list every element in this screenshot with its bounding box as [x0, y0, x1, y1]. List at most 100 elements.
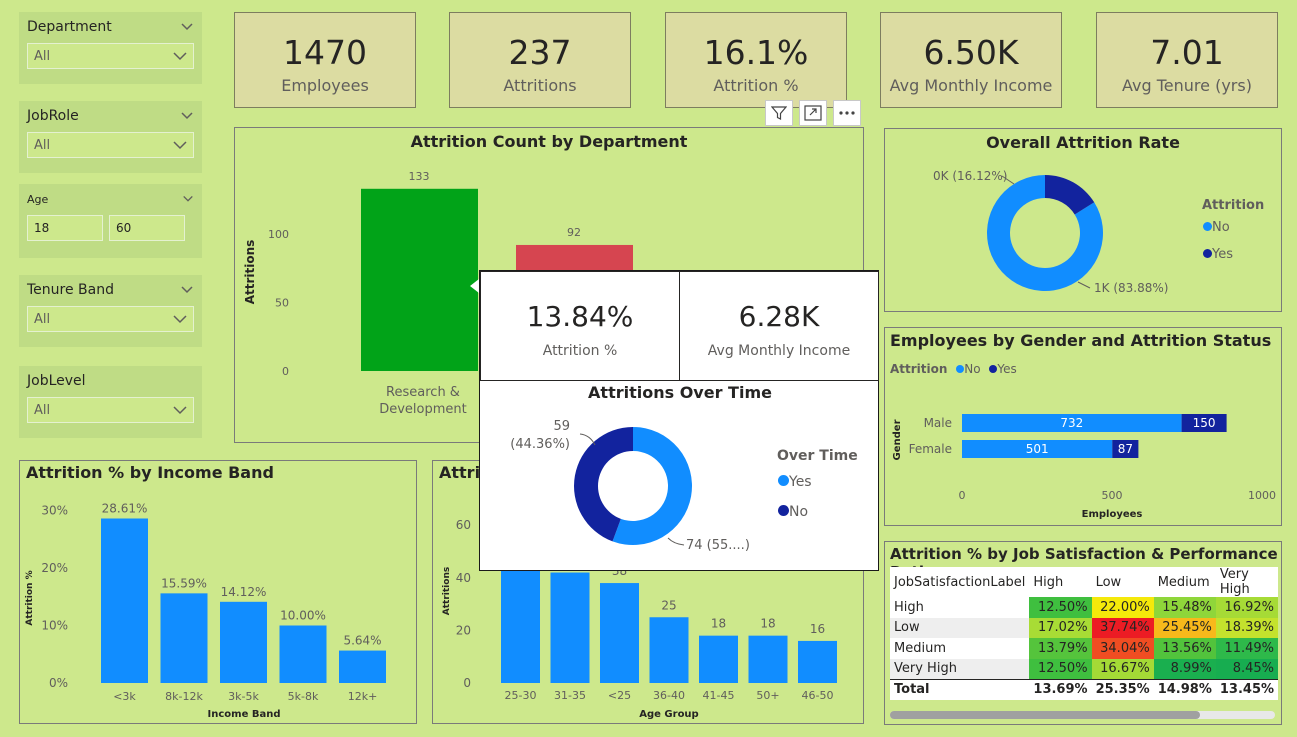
table-row[interactable]: Low 17.02% 37.74% 25.45% 18.39%	[890, 617, 1279, 639]
tenure-band-slicer[interactable]: Tenure Band All	[19, 275, 202, 347]
legend-label[interactable]: Yes	[997, 362, 1017, 376]
legend-dot	[778, 475, 789, 486]
x-tick-label: Research &	[386, 385, 460, 400]
leader-line	[1077, 281, 1091, 289]
kpi-value: 6.50K	[923, 33, 1019, 72]
table-cell: 25.45%	[1153, 617, 1216, 639]
card-value: 6.28K	[738, 300, 820, 333]
legend-label: Yes	[789, 474, 812, 490]
age-slicer-title: Age	[27, 192, 49, 206]
joblevel-dropdown[interactable]: All	[27, 397, 194, 423]
department-dropdown[interactable]: All	[27, 43, 194, 69]
table-cell: 8.99%	[1153, 658, 1216, 680]
legend-item-no: No	[778, 504, 808, 520]
legend-dot	[956, 365, 965, 373]
legend-label[interactable]: No	[964, 362, 981, 376]
bar	[600, 583, 639, 683]
age-slicer[interactable]: Age	[19, 184, 202, 258]
y-tick-label: Female	[909, 442, 952, 456]
table-cell: 17.02%	[1029, 617, 1092, 639]
data-label-no: 59	[553, 419, 570, 434]
chevron-down-icon[interactable]	[180, 283, 194, 297]
legend-dot	[1203, 249, 1212, 258]
income-bar-plot: Attrition % 30% 20% 10% 0% 28.61% <3k 15.59% 8k-…	[25, 501, 386, 720]
legend-title: Attrition	[1202, 198, 1265, 213]
bar	[220, 601, 267, 683]
kpi-value: 1470	[283, 33, 367, 72]
column-header[interactable]: Medium	[1157, 574, 1210, 590]
row-header: Very High	[894, 661, 957, 677]
y-axis-label: Attrition %	[25, 570, 35, 625]
jobrole-dropdown[interactable]: All	[27, 132, 194, 158]
focus-mode-icon	[804, 105, 822, 121]
total-cell: 14.98%	[1157, 682, 1212, 698]
data-label: 14.12%	[221, 585, 267, 599]
leader-line	[579, 433, 596, 446]
x-axis-label: Income Band	[208, 709, 281, 720]
x-tick-label: 5k-8k	[288, 690, 319, 703]
y-tick-label: 20%	[41, 561, 68, 575]
x-tick-label: Development	[379, 402, 467, 417]
data-label: 15.59%	[161, 576, 207, 590]
x-tick-label: <25	[608, 689, 631, 702]
data-label: 18	[760, 617, 775, 631]
heatmap-table[interactable]: JobSatisfactionLabel High Low Medium Very Hi…	[890, 567, 1279, 700]
y-axis-label: Attritions	[442, 567, 452, 615]
bar-yes	[1112, 440, 1139, 458]
tooltip-card-attrition-pct: 13.84% Attrition %	[480, 271, 680, 381]
scrollbar-thumb[interactable]	[890, 711, 1200, 719]
horizontal-scrollbar[interactable]	[890, 711, 1275, 719]
table-header-row: JobSatisfactionLabel High Low Medium Very Hi…	[890, 567, 1278, 597]
x-axis-label: Age Group	[639, 709, 698, 720]
table-row[interactable]: Very High 12.50% 16.67% 8.99% 8.45%	[890, 658, 1279, 680]
x-tick-label: 500	[1102, 489, 1123, 502]
filter-icon	[771, 106, 787, 120]
department-slicer[interactable]: Department All	[19, 12, 202, 84]
chevron-down-icon[interactable]	[180, 20, 194, 34]
row-header: Medium	[894, 640, 946, 656]
jobrole-slicer[interactable]: JobRole All	[19, 101, 202, 173]
column-header[interactable]: JobSatisfactionLabel	[894, 574, 1026, 590]
chevron-down-icon[interactable]	[180, 109, 194, 123]
age-max-input[interactable]	[109, 215, 185, 241]
overall-attrition-rate-chart[interactable]: Overall Attrition Rate 0K (16.12%) 1K (83…	[884, 128, 1282, 312]
overtime-donut: 59 (44.36%) 74 (55....)	[510, 419, 750, 553]
table-cell: 8.45%	[1215, 658, 1279, 680]
employees-by-gender-chart[interactable]: Employees by Gender and Attrition Status…	[884, 327, 1282, 526]
kpi-card-avg-income: 6.50K Avg Monthly Income	[880, 12, 1062, 108]
table-row[interactable]: Medium 13.79% 34.04% 13.56% 11.49%	[890, 638, 1279, 659]
table-cell: 11.49%	[1215, 638, 1279, 659]
kpi-label: Avg Monthly Income	[889, 76, 1053, 95]
report-page-tooltip: 13.84% Attrition % 6.28K Avg Monthly Inc…	[479, 270, 879, 571]
tenure-dropdown[interactable]: All	[27, 306, 194, 332]
table-cell: 15.48%	[1153, 597, 1216, 618]
table-cell: 18.39%	[1215, 617, 1279, 639]
legend-title: Attrition	[890, 362, 948, 376]
row-header: Total	[894, 682, 930, 698]
bar	[501, 567, 540, 683]
dropdown-value: All	[34, 402, 51, 418]
table-row[interactable]: High 12.50% 22.00% 15.48% 16.92%	[890, 597, 1279, 618]
table-cell: 13.79%	[1029, 638, 1092, 659]
filter-button[interactable]	[765, 100, 793, 126]
x-tick-label: 12k+	[348, 690, 378, 703]
legend-item-yes[interactable]: Yes	[1203, 247, 1233, 262]
column-header[interactable]: Low	[1095, 574, 1122, 590]
column-header[interactable]: High	[1033, 574, 1064, 590]
department-slicer-title: Department	[27, 19, 112, 35]
table-cell: 12.50%	[1029, 597, 1092, 618]
age-min-input[interactable]	[27, 215, 103, 241]
bar	[649, 617, 689, 683]
more-options-button[interactable]	[833, 100, 861, 126]
column-header[interactable]: Very High	[1219, 567, 1250, 597]
legend-title: Over Time	[777, 448, 858, 464]
chevron-down-icon[interactable]	[182, 193, 194, 205]
focus-mode-button[interactable]	[799, 100, 827, 126]
attrition-by-income-band-chart[interactable]: Attrition % by Income Band Attrition % 30…	[19, 460, 417, 724]
y-tick-label: 40	[456, 571, 471, 585]
x-tick-label: 25-30	[505, 689, 537, 702]
data-label: 28.61%	[102, 501, 148, 515]
legend-item-no[interactable]: No	[1203, 220, 1230, 235]
joblevel-slicer[interactable]: JobLevel All	[19, 366, 202, 438]
kpi-card-attrition-pct: 16.1% Attrition %	[665, 12, 847, 108]
